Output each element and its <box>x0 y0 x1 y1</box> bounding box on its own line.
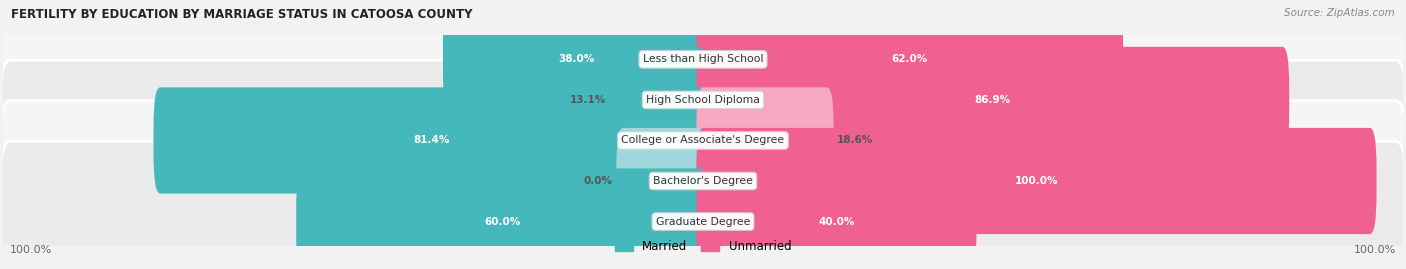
FancyBboxPatch shape <box>297 168 710 269</box>
FancyBboxPatch shape <box>0 0 1406 140</box>
Text: 100.0%: 100.0% <box>10 245 52 256</box>
FancyBboxPatch shape <box>616 128 710 234</box>
Text: Graduate Degree: Graduate Degree <box>655 217 751 226</box>
Legend: Married, Unmarried: Married, Unmarried <box>614 240 792 253</box>
FancyBboxPatch shape <box>153 87 710 194</box>
Text: Less than High School: Less than High School <box>643 54 763 64</box>
FancyBboxPatch shape <box>0 60 1406 221</box>
Text: 0.0%: 0.0% <box>583 176 613 186</box>
FancyBboxPatch shape <box>609 47 710 153</box>
FancyBboxPatch shape <box>696 128 1376 234</box>
FancyBboxPatch shape <box>696 6 1123 112</box>
FancyBboxPatch shape <box>696 168 976 269</box>
FancyBboxPatch shape <box>443 6 710 112</box>
Text: 38.0%: 38.0% <box>558 54 595 64</box>
FancyBboxPatch shape <box>696 87 834 194</box>
Text: High School Diploma: High School Diploma <box>647 95 759 105</box>
FancyBboxPatch shape <box>0 101 1406 261</box>
Text: 18.6%: 18.6% <box>837 136 873 146</box>
Text: 40.0%: 40.0% <box>818 217 855 226</box>
Text: 62.0%: 62.0% <box>891 54 928 64</box>
FancyBboxPatch shape <box>0 141 1406 269</box>
Text: FERTILITY BY EDUCATION BY MARRIAGE STATUS IN CATOOSA COUNTY: FERTILITY BY EDUCATION BY MARRIAGE STATU… <box>11 8 472 21</box>
Text: 100.0%: 100.0% <box>1354 245 1396 256</box>
Text: Bachelor's Degree: Bachelor's Degree <box>652 176 754 186</box>
Text: 60.0%: 60.0% <box>485 217 522 226</box>
Text: 86.9%: 86.9% <box>974 95 1011 105</box>
Text: Source: ZipAtlas.com: Source: ZipAtlas.com <box>1284 8 1395 18</box>
Text: 81.4%: 81.4% <box>413 136 450 146</box>
FancyBboxPatch shape <box>0 20 1406 180</box>
Text: 13.1%: 13.1% <box>569 95 606 105</box>
FancyBboxPatch shape <box>696 47 1289 153</box>
Text: College or Associate's Degree: College or Associate's Degree <box>621 136 785 146</box>
Text: 100.0%: 100.0% <box>1015 176 1059 186</box>
